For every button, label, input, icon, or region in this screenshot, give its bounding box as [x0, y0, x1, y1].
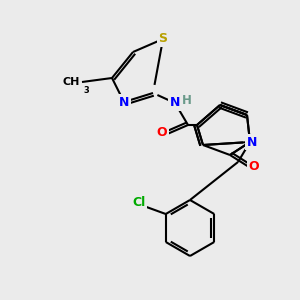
Text: H: H — [182, 94, 192, 106]
Text: S: S — [158, 32, 167, 46]
Text: 3: 3 — [83, 86, 89, 95]
Text: N: N — [119, 95, 129, 109]
Text: CH: CH — [63, 77, 80, 87]
Text: N: N — [247, 136, 257, 148]
Text: Cl: Cl — [132, 196, 146, 208]
Text: O: O — [157, 127, 167, 140]
Text: O: O — [249, 160, 259, 173]
Text: N: N — [170, 97, 180, 110]
